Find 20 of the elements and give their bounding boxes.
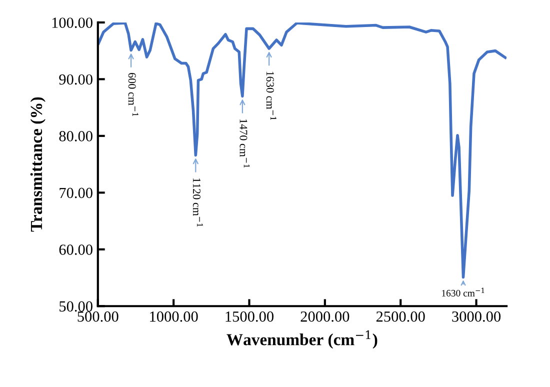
annotation: 1120 cm$^{−1}$ [192, 178, 203, 226]
y-tick-label: 60.00 [59, 244, 92, 255]
y-tick-label: 50.00 [60, 301, 92, 312]
y-tick-label: 70.00 [60, 188, 92, 198]
line-series [98, 22, 507, 279]
y-tick-label: 100.00 [52, 18, 92, 28]
x-tick-label: 2000.00 [300, 311, 350, 322]
x-tick-label: 3000.00 [452, 311, 501, 322]
x-axis-title: Wavenumber (cm$^{−1}$) [226, 330, 378, 349]
annotation: 600 cm$^{−1}$ [128, 72, 138, 116]
annotation: 1630 cm$^{−1}$ [442, 288, 484, 296]
y-tick-label: 80.00 [59, 131, 92, 142]
annotation: 1470 cm$^{−1}$ [240, 119, 250, 168]
x-tick-label: 2500.00 [376, 311, 425, 322]
y-tick-label: 90.00 [59, 74, 92, 85]
y-axis-title: Transmittance (%) [30, 97, 46, 232]
x-tick-label: 1000.00 [150, 311, 198, 322]
x-tick-label: 500.00 [78, 311, 118, 322]
annotation: 1630 cm$^{−1}$ [266, 72, 276, 120]
x-tick-label: 1500.00 [226, 311, 274, 322]
